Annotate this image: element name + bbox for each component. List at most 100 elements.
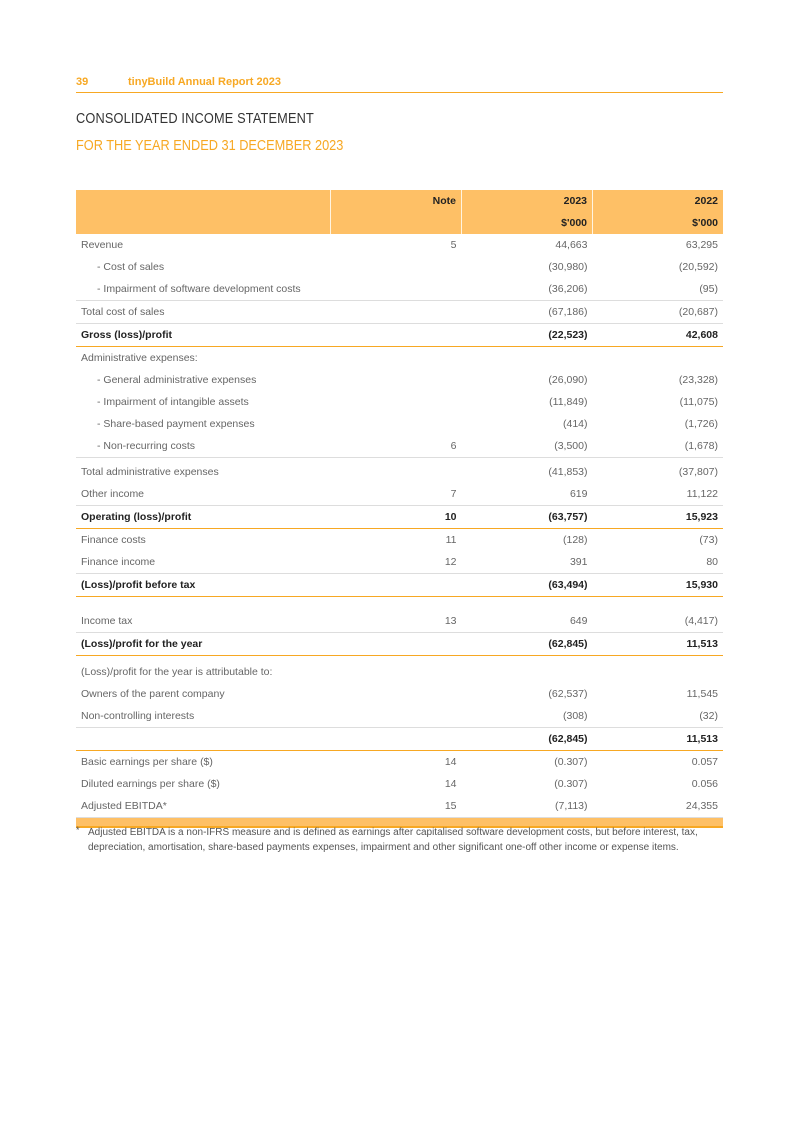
row-label: Diluted earnings per share ($) xyxy=(81,778,220,790)
header-note: Note xyxy=(330,190,462,212)
row-label: Non-controlling interests xyxy=(81,710,195,722)
row-label: Basic earnings per share ($) xyxy=(81,756,213,768)
row-value-2022: 63,295 xyxy=(685,239,718,251)
table-footer-bar xyxy=(76,817,723,828)
row-note xyxy=(331,391,462,413)
row-note: 6 xyxy=(450,440,457,452)
footnote-text: Adjusted EBITDA is a non-IFRS measure an… xyxy=(88,827,698,853)
row-label xyxy=(76,727,331,751)
row-note xyxy=(331,256,462,278)
row-label: Income tax xyxy=(81,615,133,627)
row-value-2022 xyxy=(593,656,724,684)
table-row: - Non-recurring costs 6 (3,500) (1,678) xyxy=(76,435,723,458)
table-row: (Loss)/profit before tax (63,494) 15,930 xyxy=(76,573,723,597)
row-value-2023: (0.307) xyxy=(554,778,588,790)
table-row: - Share-based payment expenses (414) (1,72… xyxy=(76,413,723,435)
table-row: (62,845) 11,513 xyxy=(76,727,723,751)
row-note: 15 xyxy=(444,800,457,812)
unit-2022: $'000 xyxy=(692,217,718,229)
row-value-2023: (11,849) xyxy=(549,396,588,408)
row-value-2022: (73) xyxy=(699,534,718,546)
row-note xyxy=(331,347,462,370)
table-row: Basic earnings per share ($) 14 (0.307) 0.0… xyxy=(76,751,723,774)
header-2022: 2022 xyxy=(694,195,718,207)
row-value-2022: (32) xyxy=(699,710,718,722)
unit-note-cell xyxy=(330,212,462,234)
row-label: Finance costs xyxy=(81,534,146,546)
row-label: Adjusted EBITDA* xyxy=(81,800,167,812)
table-row: Operating (loss)/profit 10 (63,757) 15,923 xyxy=(76,505,723,529)
page-number: 39 xyxy=(76,76,89,88)
row-value-2023: 619 xyxy=(569,488,588,500)
row-value-2022 xyxy=(593,347,724,370)
income-statement-table: Note 2023 2022 $'000 $'000 Revenue 5 44,66… xyxy=(76,190,723,828)
header-2023: 2023 xyxy=(461,190,593,212)
row-label: - Impairment of software development cos… xyxy=(97,283,301,295)
row-label: Operating (loss)/profit xyxy=(76,505,331,529)
row-value-2023: (62,845) xyxy=(461,632,593,656)
header-label-cell xyxy=(76,190,331,212)
table-row: (Loss)/profit for the year is attributab… xyxy=(76,656,723,684)
table-row: Non-controlling interests (308) (32) xyxy=(76,705,723,728)
table-row: Income tax 13 649 (4,417) xyxy=(76,597,723,633)
row-note xyxy=(331,413,462,435)
row-value-2023: (26,090) xyxy=(548,374,588,386)
row-note xyxy=(330,632,462,656)
row-value-2023: 649 xyxy=(569,615,588,627)
row-value-2022: 0.056 xyxy=(691,778,718,790)
row-value-2022: 15,930 xyxy=(592,573,723,597)
row-label: - Cost of sales xyxy=(97,261,165,273)
row-note xyxy=(330,727,462,751)
row-value-2022: (4,417) xyxy=(684,615,718,627)
table-header-row: Note 2023 2022 xyxy=(76,190,723,212)
row-label: (Loss)/profit for the year xyxy=(76,632,331,656)
table-row: Diluted earnings per share ($) 14 (0.307) 0… xyxy=(76,773,723,795)
row-label: - General administrative expenses xyxy=(97,374,257,386)
row-value-2023: (63,494) xyxy=(461,573,593,597)
row-value-2022: 80 xyxy=(706,556,718,568)
row-value-2022: 42,608 xyxy=(592,323,723,347)
row-note: 12 xyxy=(444,556,457,568)
row-note: 10 xyxy=(330,505,462,529)
footnote: * Adjusted EBITDA is a non-IFRS measure … xyxy=(76,825,738,855)
unit-label-cell xyxy=(76,212,331,234)
row-label: Owners of the parent company xyxy=(81,688,225,700)
row-value-2023: (0.307) xyxy=(554,756,588,768)
row-value-2022: 11,513 xyxy=(592,727,723,751)
row-note xyxy=(331,683,462,705)
row-value-2022: (37,807) xyxy=(592,457,723,483)
page-title: CONSOLIDATED INCOME STATEMENT xyxy=(76,110,314,127)
row-value-2023: (63,757) xyxy=(461,505,593,529)
table-row: (Loss)/profit for the year (62,845) 11,513 xyxy=(76,632,723,656)
row-note: 7 xyxy=(450,488,457,500)
row-value-2023 xyxy=(462,347,593,370)
table-row: Total administrative expenses (41,853) (37… xyxy=(76,457,723,483)
page-subtitle: FOR THE YEAR ENDED 31 DECEMBER 2023 xyxy=(76,137,344,154)
row-value-2022: 24,355 xyxy=(685,800,718,812)
row-label: Other income xyxy=(81,488,145,500)
row-note xyxy=(330,323,462,347)
row-label: Gross (loss)/profit xyxy=(76,323,331,347)
row-value-2023: (414) xyxy=(562,418,588,430)
footnote-marker: * xyxy=(76,825,80,835)
table-unit-row: $'000 $'000 xyxy=(76,212,723,234)
table-row: Adjusted EBITDA* 15 (7,113) 24,355 xyxy=(76,795,723,818)
table-row: Finance costs 11 (128) (73) xyxy=(76,529,723,552)
row-label: - Share-based payment expenses xyxy=(97,418,255,430)
page-header: 39 tinyBuild Annual Report 2023 xyxy=(76,74,723,93)
table-row: Total cost of sales (67,186) (20,687) xyxy=(76,300,723,324)
row-value-2023: (7,113) xyxy=(555,800,588,812)
row-value-2022: 11,122 xyxy=(686,488,718,500)
row-value-2022: (23,328) xyxy=(678,374,718,386)
row-label: (Loss)/profit for the year is attributab… xyxy=(81,666,273,678)
row-note xyxy=(331,369,462,391)
row-note xyxy=(330,457,462,483)
row-note xyxy=(331,656,462,684)
row-value-2023: (3,500) xyxy=(554,440,588,452)
row-value-2022: (1,678) xyxy=(684,440,718,452)
table-row: Administrative expenses: xyxy=(76,347,723,370)
row-value-2022: (11,075) xyxy=(679,396,718,408)
row-value-2023: (67,186) xyxy=(461,300,593,324)
row-value-2022: 15,923 xyxy=(592,505,723,529)
table-row: - Impairment of intangible assets (11,849… xyxy=(76,391,723,413)
